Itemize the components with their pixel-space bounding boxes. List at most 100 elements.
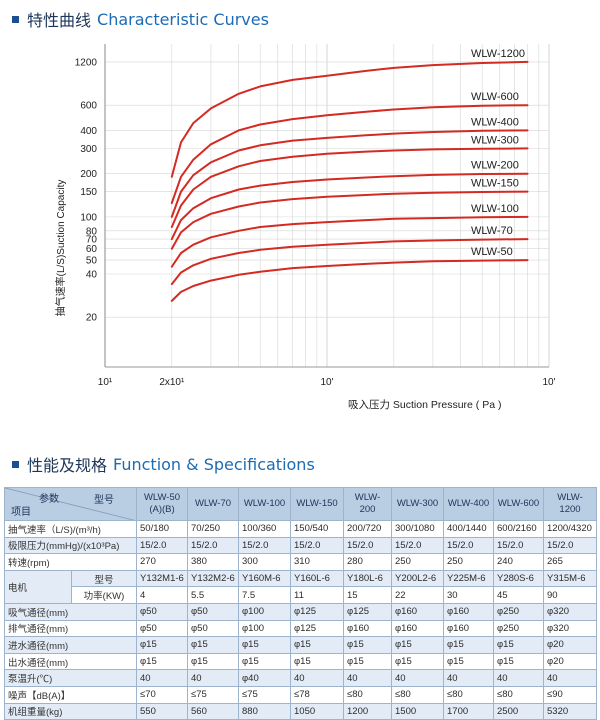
table-cell: φ15: [391, 652, 444, 671]
table-cell: ≤80: [343, 685, 392, 704]
table-cell: ≤78: [290, 685, 344, 704]
table-cell: 40: [343, 669, 392, 687]
table-cell: φ160: [391, 602, 444, 621]
x-tick-label: 10': [542, 377, 555, 388]
table-row: 极限压力(mmHg)/(x10³Pa) 15/2.0 15/2.0 15/2.0 15/…: [4, 536, 597, 555]
model-header-cell: WLW-100: [238, 487, 291, 521]
series-curve: [170, 238, 529, 286]
square-bullet-icon: [12, 460, 19, 468]
series-curve: [170, 147, 529, 228]
table-cell: 200/720: [343, 520, 392, 538]
table-cell: 1200: [343, 702, 392, 720]
header-corner-cell: 参数 型号 项目: [4, 487, 137, 521]
table-cell: Y132M1-6: [136, 569, 188, 588]
row-label: 吸气通径(mm): [4, 602, 137, 621]
table-cell: 270: [136, 553, 188, 571]
table-cell: φ320: [543, 602, 597, 621]
table-cell: Y180L-6: [343, 569, 392, 588]
y-tick-label: 150: [80, 187, 97, 198]
table-cell: ≤80: [443, 685, 494, 704]
table-cell: 40: [443, 669, 494, 687]
table-cell: 40: [493, 669, 544, 687]
series-curve: [170, 215, 529, 268]
table-cell: φ15: [343, 652, 392, 671]
table-row: 功率(KW) 4 5.5 7.5 11 15 22 30 45 90: [5, 586, 597, 604]
table-cell: φ15: [238, 636, 291, 654]
table-cell: φ20: [543, 636, 597, 654]
table-cell: 300: [238, 553, 291, 571]
table-cell: ≤75: [238, 685, 291, 704]
table-cell: φ15: [443, 652, 494, 671]
table-cell: 5.5: [187, 586, 239, 604]
spec-title-cn: 性能及规格: [27, 456, 108, 475]
y-tick-label: 20: [86, 313, 98, 324]
table-cell: 880: [238, 702, 291, 720]
table-cell: φ15: [238, 652, 291, 671]
square-bullet-icon: [12, 15, 19, 23]
table-cell: 30: [443, 586, 494, 604]
table-row: 进水通径(mm) φ15 φ15 φ15 φ15 φ15 φ15 φ15 φ15 φ20: [4, 636, 597, 654]
model-header-cell: WLW-150: [290, 487, 344, 521]
series-label: WLW-150: [471, 178, 519, 190]
chart-curves: [170, 60, 529, 302]
table-cell: 15/2.0: [136, 536, 188, 555]
table-cell: 15/2.0: [493, 536, 544, 555]
table-cell: 15/2.0: [343, 536, 392, 555]
table-cell: 15: [343, 586, 392, 604]
table-cell: φ320: [543, 619, 597, 638]
series-label: WLW-200: [471, 160, 519, 172]
series-label: WLW-50: [471, 246, 513, 258]
table-row: 电机 型号 Y132M1-6 Y132M2-6 Y160M-6 Y160L-6 Y180L-…: [4, 569, 597, 604]
y-tick-label: 40: [86, 269, 98, 280]
table-cell: φ250: [493, 619, 544, 638]
row-label: 型号: [71, 569, 137, 588]
table-cell: φ15: [187, 636, 239, 654]
table-cell: φ15: [493, 652, 544, 671]
table-cell: 560: [187, 702, 239, 720]
series-label: WLW-400: [471, 116, 519, 128]
y-tick-label: 80: [86, 226, 98, 237]
table-cell: 4: [136, 586, 188, 604]
table-cell: 1500: [391, 702, 444, 720]
table-cell: φ50: [187, 619, 239, 638]
table-cell: φ15: [290, 636, 344, 654]
table-cell: φ15: [493, 636, 544, 654]
curves-title-cn: 特性曲线: [27, 11, 92, 30]
spec-section-header: 性能及规格 Function & Specifications: [12, 453, 315, 475]
series-label: WLW-70: [471, 225, 513, 237]
table-cell: 100/360: [238, 520, 291, 538]
table-cell: ≤90: [543, 685, 597, 704]
model-header-cell: WLW-400: [443, 487, 494, 521]
y-tick-label: 600: [80, 101, 97, 112]
series-curve: [170, 129, 529, 218]
series-labels: WLW-1200 WLW-600 WLW-400 WLW-300 WLW-200 WLW-…: [471, 48, 525, 258]
y-tick-label: 1200: [75, 57, 98, 68]
table-cell: 400/1440: [443, 520, 494, 538]
table-cell: Y280S-6: [493, 569, 544, 588]
table-cell: 265: [543, 553, 597, 571]
table-cell: 7.5: [238, 586, 291, 604]
table-cell: φ125: [343, 602, 392, 621]
series-curve: [170, 172, 529, 241]
table-row: 吸气通径(mm) φ50 φ50 φ100 φ125 φ125 φ160 φ160 φ250 φ3…: [4, 602, 597, 621]
table-cell: 22: [391, 586, 444, 604]
table-cell: 15/2.0: [187, 536, 239, 555]
series-label: WLW-1200: [471, 48, 525, 60]
model-header-cell: WLW-200: [343, 487, 392, 521]
y-tick-label: 50: [86, 256, 98, 267]
table-cell: 310: [290, 553, 344, 571]
table-row: 转速(rpm) 270 380 300 310 280 250 250 240 265: [4, 553, 597, 571]
model-header-cell: WLW-1200: [543, 487, 597, 521]
table-cell: φ15: [136, 636, 188, 654]
table-cell: Y132M2-6: [187, 569, 239, 588]
table-cell: Y315M-6: [543, 569, 597, 588]
model-header-cell: WLW-600: [493, 487, 544, 521]
x-tick-label: 2x10¹: [159, 377, 185, 388]
table-cell: 70/250: [187, 520, 239, 538]
y-axis-label: 抽气速率(L/S)Suction Capacity: [54, 180, 67, 317]
table-cell: 250: [443, 553, 494, 571]
row-label: 噪声【dB(A)】: [4, 685, 137, 704]
table-cell: Y225M-6: [443, 569, 494, 588]
diagonal-divider: [5, 488, 133, 520]
